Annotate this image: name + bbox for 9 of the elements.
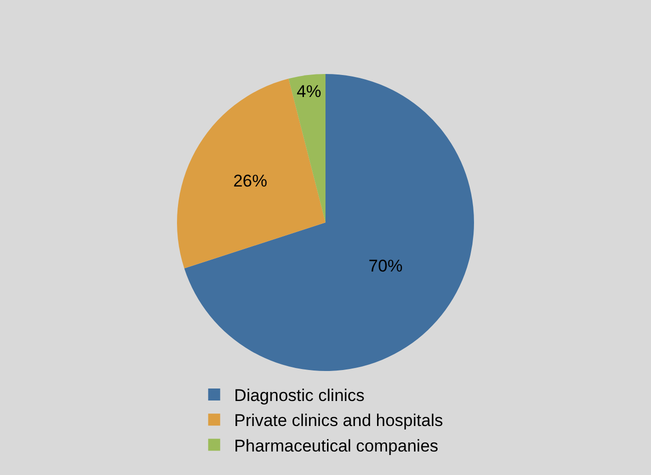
data-label: 4% — [296, 82, 322, 102]
legend-label: Pharmaceutical companies — [234, 436, 438, 456]
legend-label: Private clinics and hospitals — [234, 411, 443, 430]
legend-label: Diagnostic clinics — [234, 386, 365, 406]
pie-slice — [288, 74, 326, 222]
pie-slice — [184, 74, 474, 371]
data-label: 26% — [233, 172, 268, 191]
data-label: 70% — [368, 256, 403, 276]
pie-slice — [177, 78, 326, 268]
